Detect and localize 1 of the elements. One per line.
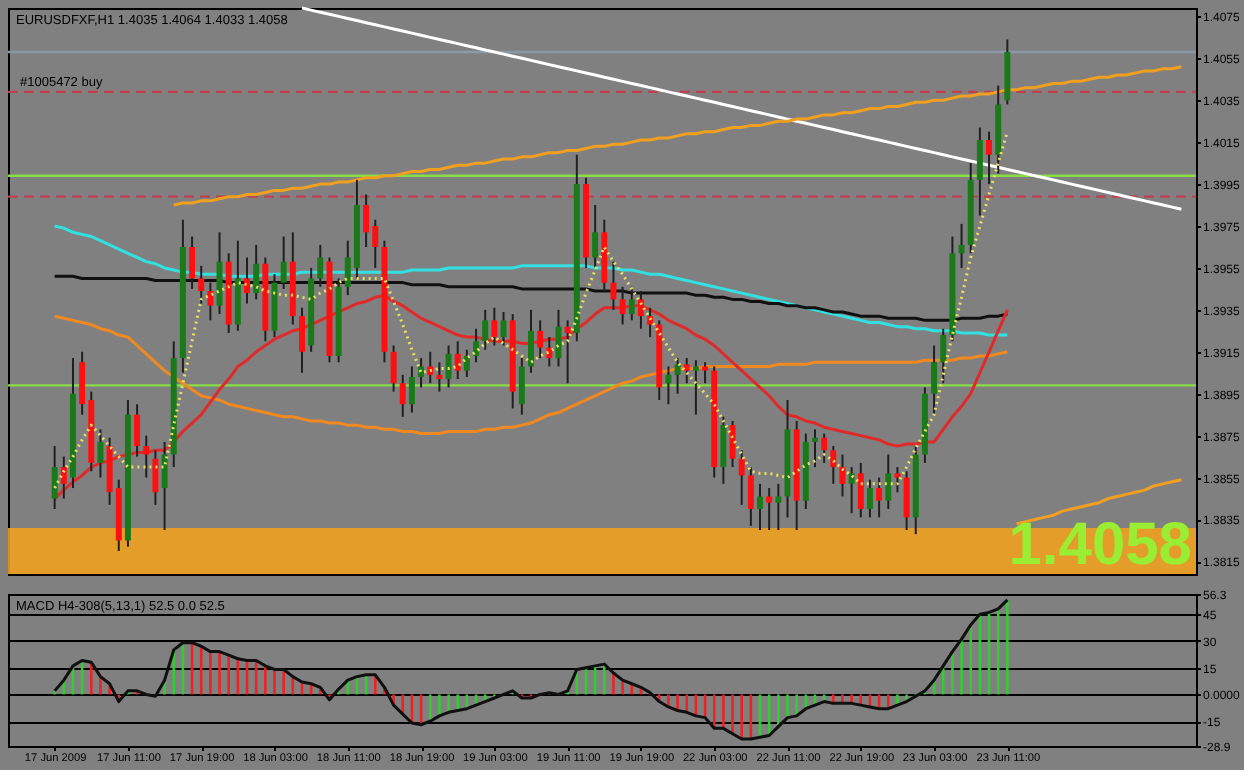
annotation: 1.4058	[1008, 512, 1192, 578]
